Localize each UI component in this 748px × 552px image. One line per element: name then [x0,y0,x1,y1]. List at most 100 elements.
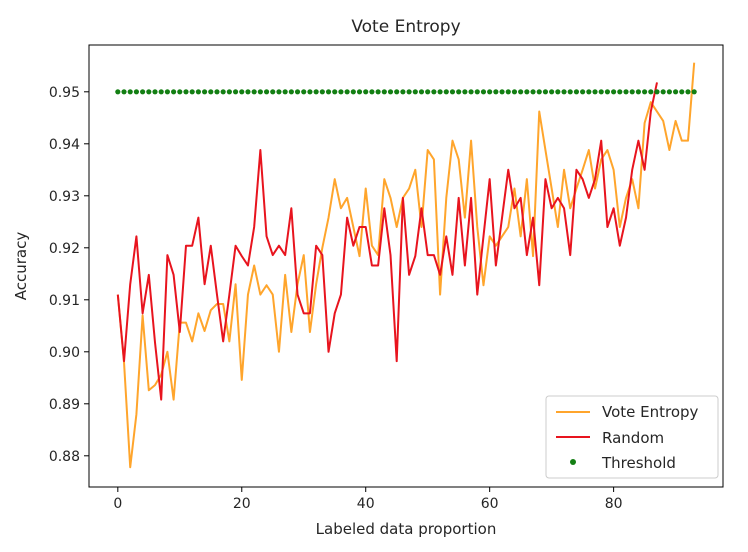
threshold-point [177,89,183,95]
threshold-point [375,89,381,95]
threshold-point [387,89,394,95]
x-tick-label: 20 [233,496,251,512]
y-tick-label: 0.88 [49,449,80,465]
threshold-point [319,89,325,95]
y-axis: 0.88 0.89 0.90 0.91 0.92 0.93 0.94 0.95 [49,85,89,465]
x-tick-label: 80 [605,496,623,512]
threshold-point [232,89,239,95]
legend: Vote Entropy Random Threshold [545,395,719,479]
x-tick-label: 0 [113,496,122,512]
threshold-point [679,89,685,95]
threshold-point [350,89,356,95]
threshold-point [425,89,431,95]
threshold-point [511,89,518,95]
threshold-point [561,89,567,95]
threshold-point [449,89,456,95]
threshold-point [294,89,301,95]
threshold-point [146,89,152,95]
threshold-point [356,89,363,95]
threshold-point [592,89,598,95]
legend-label-random: Random [602,429,664,447]
y-tick-label: 0.90 [49,345,80,361]
chart-title: Vote Entropy [351,17,460,37]
y-tick-label: 0.89 [49,397,80,413]
threshold-point [288,89,294,95]
y-tick-label: 0.95 [49,85,80,101]
legend-label-vote-entropy: Vote Entropy [602,403,699,421]
threshold-point [611,89,617,95]
threshold-point [431,89,437,95]
threshold-point [505,89,511,95]
threshold-point [133,89,140,95]
threshold-point [567,89,573,95]
series-line-random [116,82,658,401]
threshold-point [530,89,536,95]
x-tick-label: 60 [481,496,499,512]
threshold-point [164,89,170,95]
threshold-point [623,89,629,95]
threshold-point [239,89,245,95]
threshold-point [208,89,214,95]
threshold-point [263,89,270,95]
threshold-point [282,89,288,95]
threshold-point [580,89,586,95]
threshold-point [573,89,580,95]
threshold-point [493,89,499,95]
threshold-point [195,89,201,95]
threshold-point [307,89,313,95]
threshold-point [536,89,542,95]
threshold-point [270,89,276,95]
plot-frame [88,44,724,488]
threshold-point [437,89,443,95]
threshold-point [214,89,220,95]
threshold-point [518,89,524,95]
threshold-point [635,89,642,95]
x-axis-label: Labeled data proportion [316,520,497,538]
threshold-point [443,89,449,95]
y-tick-label: 0.92 [49,241,80,257]
series-line-vote-entropy [116,62,696,469]
legend-label-threshold: Threshold [601,454,676,472]
threshold-point [480,89,487,95]
threshold-point [487,89,493,95]
threshold-point [245,89,251,95]
threshold-point [301,89,307,95]
threshold-point [456,89,462,95]
y-tick-label: 0.93 [49,189,80,205]
threshold-point [226,89,232,95]
threshold-point [257,89,263,95]
y-tick-label: 0.91 [49,293,80,309]
x-axis: 0 20 40 60 80 [113,487,623,512]
threshold-point [338,89,344,95]
threshold-point [220,89,226,95]
threshold-point [660,89,666,95]
threshold-point [201,89,208,95]
threshold-point [586,89,592,95]
threshold-point [381,89,387,95]
threshold-point [654,89,660,95]
threshold-point [418,89,425,95]
threshold-point [369,89,375,95]
y-tick-label: 0.94 [49,137,80,153]
threshold-point [617,89,623,95]
threshold-point [474,89,480,95]
threshold-point [127,89,133,95]
y-axis-label: Accuracy [12,232,30,301]
threshold-point [183,89,189,95]
threshold-point [524,89,530,95]
threshold-point [672,89,679,95]
threshold-point [555,89,561,95]
threshold-point [666,89,672,95]
threshold-point [604,89,611,95]
threshold-point [158,89,164,95]
threshold-point [251,89,257,95]
threshold-point [400,89,406,95]
threshold-point [140,89,146,95]
threshold-point [412,89,418,95]
threshold-point [648,89,654,95]
threshold-point [462,89,468,95]
threshold-point [499,89,505,95]
legend-box [545,395,719,479]
threshold-point [344,89,350,95]
threshold-point [171,89,177,95]
